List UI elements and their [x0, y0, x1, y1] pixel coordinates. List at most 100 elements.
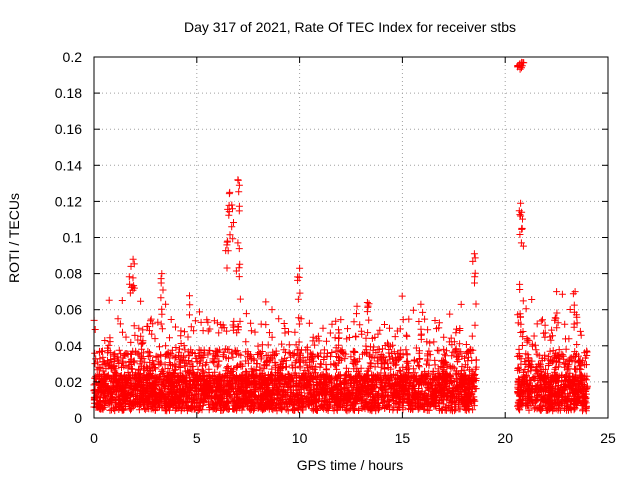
- data-point: [421, 374, 429, 382]
- data-point: [419, 308, 427, 316]
- data-point: [279, 358, 287, 365]
- data-point: [213, 363, 221, 371]
- data-point: [328, 349, 336, 356]
- data-point: [179, 377, 187, 385]
- data-point: [91, 389, 99, 397]
- data-point: [389, 360, 397, 368]
- data-point: [442, 377, 450, 385]
- y-tick-label: 0.06: [55, 302, 82, 318]
- data-point: [362, 397, 370, 405]
- data-point: [541, 333, 549, 341]
- data-point: [103, 372, 111, 380]
- data-point: [522, 305, 530, 313]
- data-point: [569, 382, 577, 390]
- data-point: [129, 255, 137, 263]
- data-point: [558, 290, 566, 298]
- data-point: [472, 377, 480, 384]
- data-point: [254, 342, 262, 350]
- data-point: [460, 366, 468, 374]
- data-point: [569, 290, 577, 298]
- data-point: [318, 402, 326, 409]
- data-point: [341, 355, 349, 363]
- data-point: [264, 351, 272, 359]
- data-point: [219, 387, 227, 395]
- data-point: [421, 394, 429, 402]
- data-point: [157, 320, 165, 328]
- data-point: [91, 349, 99, 357]
- data-point: [426, 339, 434, 347]
- data-point: [181, 367, 189, 375]
- data-point: [516, 406, 524, 414]
- data-point: [217, 394, 225, 402]
- data-point: [270, 387, 278, 395]
- data-point: [176, 356, 184, 364]
- data-point: [258, 381, 266, 389]
- data-point: [198, 406, 206, 414]
- data-point: [240, 399, 248, 407]
- data-point: [342, 379, 350, 387]
- data-point: [190, 327, 198, 335]
- data-point: [176, 376, 184, 384]
- data-point: [282, 363, 290, 371]
- data-point: [223, 264, 231, 272]
- data-point: [333, 365, 341, 373]
- data-point: [304, 396, 312, 404]
- data-point: [242, 310, 250, 318]
- data-point: [462, 341, 470, 348]
- data-point: [552, 382, 560, 390]
- data-point: [472, 365, 480, 373]
- data-point: [553, 377, 561, 385]
- data-point: [268, 333, 276, 341]
- data-point: [109, 390, 116, 398]
- data-point: [174, 381, 182, 389]
- data-point: [236, 260, 244, 268]
- data-point: [229, 205, 236, 213]
- data-point: [518, 397, 526, 405]
- data-point: [548, 399, 556, 407]
- data-point: [289, 364, 297, 372]
- data-point: [239, 396, 247, 403]
- data-point: [213, 352, 221, 360]
- data-point: [320, 346, 328, 354]
- data-point: [518, 64, 525, 72]
- data-point: [332, 347, 340, 355]
- data-point: [168, 376, 176, 384]
- data-point: [571, 378, 578, 385]
- data-point: [159, 286, 167, 294]
- data-point: [582, 403, 590, 411]
- data-point: [537, 386, 545, 394]
- data-point: [247, 327, 255, 335]
- x-tick-label: 15: [395, 430, 411, 446]
- data-point: [91, 360, 99, 368]
- data-point: [405, 405, 413, 413]
- data-point: [471, 321, 479, 329]
- data-point: [111, 407, 119, 415]
- data-point: [448, 397, 456, 405]
- data-point: [254, 404, 262, 412]
- data-point: [234, 176, 242, 184]
- data-point: [468, 390, 476, 398]
- data-point: [302, 346, 310, 354]
- data-point: [233, 329, 241, 337]
- data-point: [176, 345, 183, 353]
- y-tick-label: 0.1: [63, 230, 83, 246]
- data-point: [147, 373, 155, 381]
- data-point: [417, 331, 425, 339]
- data-point: [377, 369, 385, 377]
- data-point: [206, 325, 214, 333]
- data-point: [574, 359, 582, 367]
- data-point: [314, 373, 321, 381]
- data-point: [285, 328, 292, 336]
- data-point: [353, 302, 361, 310]
- data-point: [262, 321, 270, 329]
- data-point: [142, 381, 150, 389]
- data-point: [576, 386, 584, 394]
- data-point: [440, 350, 448, 358]
- data-point: [425, 385, 433, 393]
- data-point: [209, 355, 217, 363]
- data-point: [223, 364, 231, 372]
- data-point: [522, 393, 530, 401]
- data-point: [538, 373, 546, 381]
- y-tick-label: 0.04: [55, 338, 82, 354]
- data-point: [177, 352, 185, 360]
